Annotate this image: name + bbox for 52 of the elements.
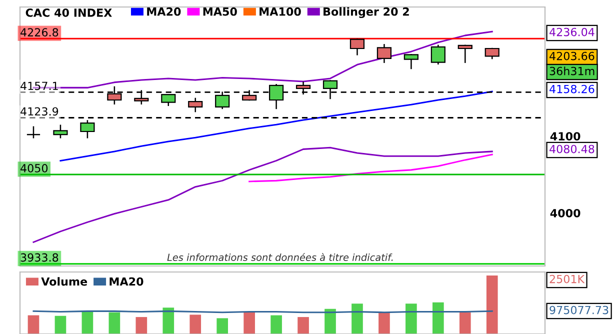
candlestick xyxy=(26,126,40,138)
candlestick xyxy=(458,44,472,63)
legend-label: MA50 xyxy=(203,7,237,16)
text: 975077.73 xyxy=(550,306,608,314)
chart-title: CAC 40 INDEX xyxy=(26,8,112,17)
bar xyxy=(432,302,444,334)
candlestick xyxy=(376,44,392,63)
candlestick xyxy=(350,38,365,56)
text: 4158.26 xyxy=(550,84,594,94)
bar xyxy=(352,304,363,334)
bar xyxy=(162,308,174,334)
bar xyxy=(298,317,309,334)
bar xyxy=(28,315,40,334)
bar xyxy=(244,312,255,334)
bar xyxy=(108,312,120,334)
legend-label: MA20 xyxy=(110,277,144,286)
legend-label: Volume xyxy=(41,277,88,286)
bar xyxy=(270,315,282,334)
text: 4236.04 xyxy=(550,28,594,36)
ref-line-label: 4157.1 xyxy=(20,82,58,90)
ref-line-label: 4050 xyxy=(20,164,48,172)
bar xyxy=(378,312,390,334)
bar xyxy=(459,312,471,334)
text: 2501K xyxy=(550,274,585,284)
y-tick-label: 4100 xyxy=(550,132,580,140)
annotation: Les informations sont données à titre indicatif. xyxy=(167,253,393,262)
candlestick xyxy=(188,98,203,112)
bar xyxy=(82,311,94,334)
candlestick xyxy=(80,120,95,138)
legend-label: Bollinger 20 2 xyxy=(324,7,409,18)
bar xyxy=(486,276,498,334)
candlestick xyxy=(430,44,446,64)
text: 36h31m xyxy=(550,66,594,76)
ref-line-label: 4123.9 xyxy=(20,107,58,116)
line-series xyxy=(248,154,493,182)
ref-line-label: 4226.8 xyxy=(20,28,58,37)
candlestick xyxy=(484,48,500,60)
text: 4203.66 xyxy=(550,52,594,60)
bar xyxy=(216,318,228,334)
candlestick xyxy=(404,54,418,70)
bar xyxy=(406,304,417,334)
bar xyxy=(136,317,148,334)
candlestick xyxy=(53,124,68,138)
legend-label: MA20 xyxy=(147,7,181,16)
ref-line-label: 3933.8 xyxy=(20,253,58,262)
bar xyxy=(190,314,202,334)
bar xyxy=(324,308,336,334)
legend-label: MA100 xyxy=(260,7,301,16)
text: 4080.48 xyxy=(550,144,594,154)
y-tick-label: 4000 xyxy=(550,208,580,218)
bar xyxy=(54,316,66,334)
line-series xyxy=(60,90,493,162)
